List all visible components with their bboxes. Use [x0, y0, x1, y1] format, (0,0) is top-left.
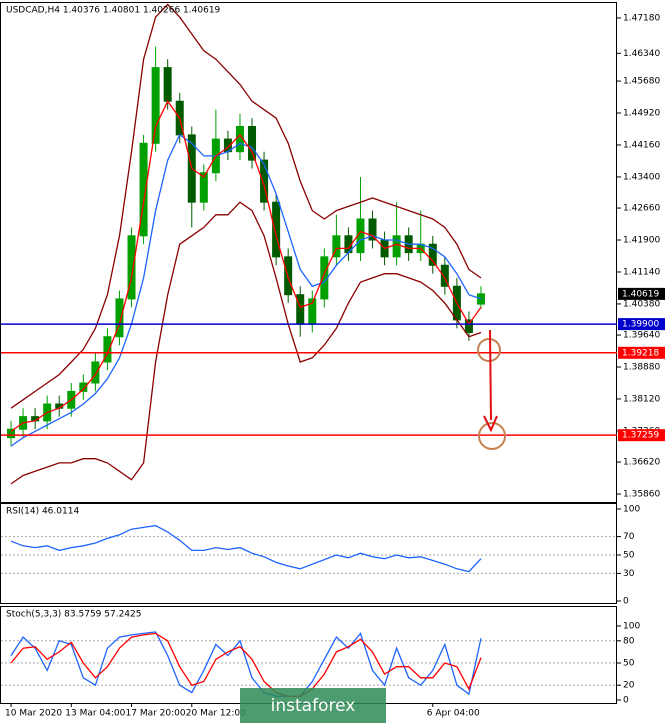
- last-price-label: 1.40619: [622, 289, 659, 299]
- y-tick-label: 50: [623, 551, 635, 561]
- target-circle: [477, 338, 501, 362]
- candle-body: [440, 264, 449, 287]
- candle-body: [79, 382, 88, 392]
- y-tick-label: 1.43400: [623, 172, 660, 182]
- last-price-box: [618, 287, 665, 300]
- candle-body: [332, 235, 341, 258]
- candle-body: [199, 172, 208, 203]
- y-tick-label: 1.44160: [623, 140, 660, 150]
- x-tick-label: 17 Mar 20:00: [126, 709, 186, 719]
- y-tick-label: 1.35860: [623, 490, 660, 500]
- y-tick-label: 0: [623, 597, 629, 607]
- candle-body: [91, 361, 100, 384]
- y-tick-label: 1.41140: [623, 267, 660, 277]
- y-tick-label: 100: [623, 505, 640, 515]
- candle-body: [115, 298, 124, 338]
- chart-title: USDCAD,H4 1.40376 1.40801 1.40266 1.4061…: [6, 6, 221, 16]
- watermark: instaforex: [271, 696, 356, 716]
- candle-body: [139, 142, 148, 237]
- y-tick-label: 1.42660: [623, 204, 660, 214]
- x-tick-label: 13 Mar 04:00: [65, 709, 125, 719]
- level-label-box: [618, 429, 665, 442]
- target-circle: [478, 422, 506, 450]
- y-tick-label: 1.38880: [623, 363, 660, 373]
- y-tick-label: 1.46340: [623, 49, 660, 59]
- y-tick-label: 80: [623, 636, 635, 646]
- indicator-line: [10, 632, 482, 697]
- rsi-title: RSI(14) 46.0114: [6, 507, 79, 517]
- y-tick-label: 70: [623, 532, 635, 542]
- candle-body: [368, 218, 377, 241]
- x-tick-label: 20 Mar 12:00: [186, 709, 246, 719]
- candle-body: [151, 67, 160, 144]
- candle-body: [260, 159, 269, 203]
- plot-layer: 1.47180 1.46340 1.45680 1.44920 1.44160 1.434…: [1, 3, 665, 719]
- y-tick-label: 100: [623, 622, 640, 632]
- forecast-arrow: [489, 329, 492, 421]
- y-tick-label: 30: [623, 569, 635, 579]
- y-tick-label: 1.36620: [623, 458, 660, 468]
- candle-body: [103, 336, 112, 363]
- rsi-frame: [0, 503, 617, 604]
- indicator-line: [10, 631, 482, 697]
- x-tick-label: 10 Mar 2020: [5, 709, 62, 719]
- y-tick-label: 1.39640: [623, 331, 660, 341]
- y-tick-label: 1.40380: [623, 299, 660, 309]
- candle-body: [127, 235, 136, 300]
- candle-body: [296, 294, 305, 325]
- indicator-line: [10, 524, 482, 573]
- candle-body: [464, 319, 473, 334]
- level-label: 1.37259: [622, 431, 659, 441]
- y-tick-label: 50: [623, 659, 635, 669]
- indicator-line: [10, 201, 482, 485]
- y-tick-label: 1.47180: [623, 13, 660, 23]
- candle-body: [7, 428, 16, 439]
- y-tick-label: 1.38120: [623, 394, 660, 404]
- indicator-line: [10, 133, 482, 447]
- candle-body: [272, 201, 281, 258]
- candle-body: [476, 293, 485, 305]
- level-label: 1.39900: [622, 320, 659, 330]
- y-tick-label: 1.44920: [623, 109, 660, 119]
- watermark-box: [240, 688, 386, 723]
- x-tick-label: 6 Apr 04:00: [427, 709, 480, 719]
- indicator-line: [10, 3, 482, 409]
- level-label-box: [618, 318, 665, 331]
- main-frame: [0, 2, 617, 503]
- candle-body: [392, 235, 401, 258]
- stoch-title: Stoch(5,3,3) 83.5759 57.2425: [6, 610, 141, 620]
- level-label: 1.39218: [622, 348, 659, 358]
- y-tick-label: 1.41900: [623, 236, 660, 246]
- indicator-line: [10, 99, 482, 432]
- arrow-head: [483, 415, 498, 433]
- y-tick-label: 0: [623, 696, 629, 706]
- candle-body: [428, 243, 437, 266]
- candle-body: [248, 125, 257, 161]
- level-label-box: [618, 346, 665, 359]
- candle-body: [163, 67, 172, 102]
- y-tick-label: 1.45680: [623, 77, 660, 87]
- y-tick-label: 20: [623, 681, 635, 691]
